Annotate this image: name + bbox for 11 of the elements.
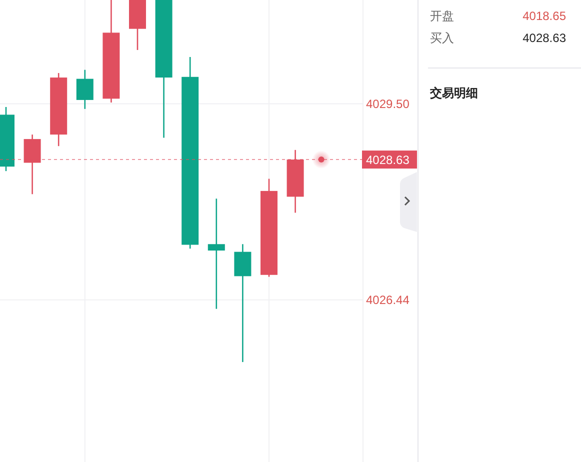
text: 4018.65 — [522, 9, 566, 24]
ref-line-label: 4028.63 — [366, 152, 410, 167]
candlestick — [76, 69, 94, 110]
candlestick — [208, 198, 225, 310]
candlestick — [24, 134, 41, 195]
text: 4028.63 — [522, 31, 566, 46]
text: 买入 — [430, 31, 454, 46]
text: 交易明细 — [429, 86, 478, 100]
text: 开盘 — [430, 9, 454, 24]
y-tick-label: 4026.44 — [366, 293, 410, 308]
y-tick-label: 4029.50 — [366, 97, 410, 112]
